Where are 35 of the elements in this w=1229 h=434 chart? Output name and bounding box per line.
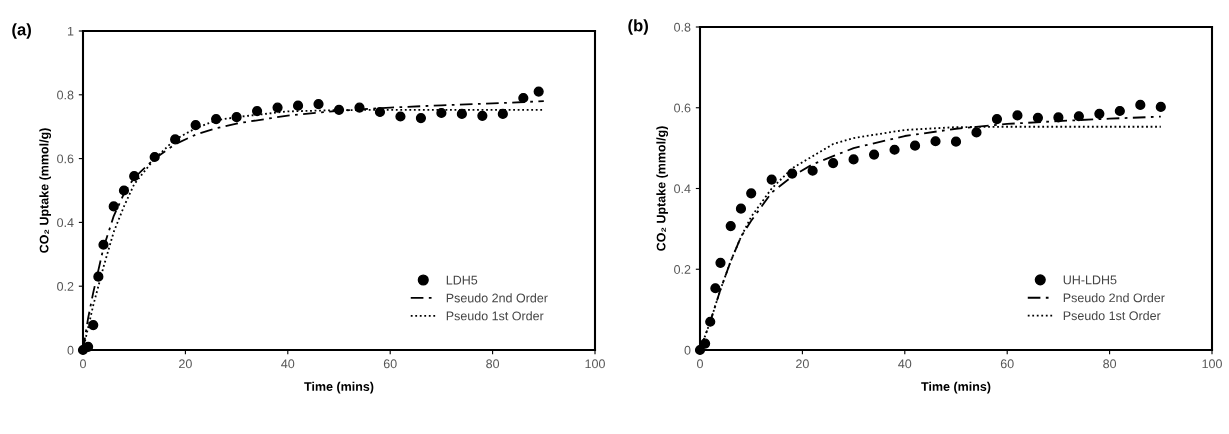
text: (a): [12, 23, 31, 39]
x-tick-label: 0: [697, 359, 703, 369]
text: (b): [628, 19, 648, 35]
x-tick-label: 80: [1103, 359, 1117, 369]
legend-label: Pseudo 2nd Order: [1063, 293, 1165, 303]
x-tick-label: 100: [1202, 359, 1222, 369]
y-tick-label: 0: [67, 345, 74, 355]
y-axis-title: CO₂ Uptake (mmol/g): [39, 128, 52, 253]
x-axis-title: Time (mins): [304, 381, 374, 394]
x-tick-label: 80: [486, 359, 500, 369]
y-tick-label: 0.4: [57, 218, 74, 228]
legend-label: Pseudo 1st Order: [446, 311, 544, 321]
y-tick-label: 0.8: [674, 22, 691, 32]
legend-label: LDH5: [446, 275, 478, 285]
y-tick-label: 0.2: [674, 265, 691, 274]
x-tick-label: 40: [898, 359, 912, 369]
x-tick-label: 40: [281, 359, 295, 369]
y-tick-label: 0.6: [674, 103, 691, 113]
legend-label: Pseudo 1st Order: [1063, 310, 1161, 321]
x-tick-label: 60: [383, 359, 397, 369]
y-tick-label: 0: [684, 345, 691, 355]
legend-label: Pseudo 2nd Order: [446, 293, 548, 303]
y-tick-label: 0.8: [57, 90, 74, 100]
legend-label: UH-LDH5: [1063, 275, 1117, 285]
y-tick-label: 1: [67, 26, 74, 36]
y-tick-label: 0.4: [674, 184, 691, 194]
x-tick-label: 60: [1000, 359, 1014, 369]
x-tick-label: 0: [80, 359, 86, 369]
y-tick-label: 0.6: [57, 154, 74, 164]
x-tick-label: 100: [585, 359, 605, 369]
x-tick-label: 20: [179, 359, 192, 369]
x-axis-title: Time (mins): [921, 381, 991, 394]
y-axis-title: CO₂ Uptake (mmol/g): [656, 126, 669, 251]
y-tick-label: 0.2: [57, 282, 74, 291]
x-tick-label: 20: [796, 359, 809, 369]
